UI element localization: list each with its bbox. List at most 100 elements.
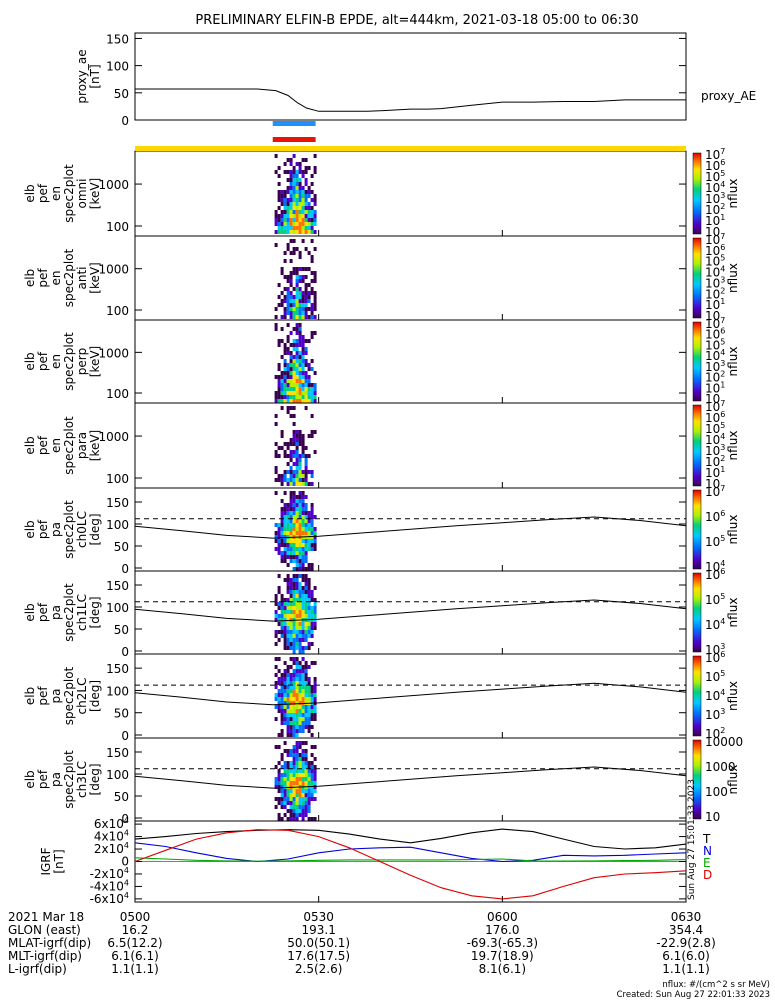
- heatmap-cell: [274, 535, 278, 539]
- heatmap-cell: [274, 634, 278, 638]
- heatmap-cell: [280, 793, 284, 797]
- heatmap-cell: [283, 375, 287, 379]
- heatmap-cell: [295, 745, 299, 749]
- colorbar-tick-label: 106: [705, 509, 725, 524]
- heatmap-cell: [295, 399, 299, 403]
- heatmap-cell: [283, 669, 287, 673]
- heatmap-cell: [277, 777, 281, 781]
- heatmap-cell: [292, 753, 296, 757]
- colorbar-tick-label: 101: [705, 213, 725, 228]
- heatmap-cell: [292, 182, 296, 186]
- heatmap-cell: [292, 206, 296, 210]
- heatmap-cell: [283, 371, 287, 375]
- heatmap-cell: [298, 359, 302, 363]
- heatmap-cell: [289, 685, 293, 689]
- heatmap-cell: [292, 383, 296, 387]
- heatmap-cell: [286, 446, 290, 450]
- heatmap-cell: [295, 669, 299, 673]
- heatmap-cell: [298, 503, 302, 507]
- heatmap-cell: [295, 717, 299, 721]
- heatmap-cell: [292, 202, 296, 206]
- colorbar: [692, 655, 702, 737]
- heatmap-cell: [280, 606, 284, 610]
- heatmap-cell: [283, 749, 287, 753]
- heatmap-cell: [280, 817, 284, 821]
- heatmap-cell: [301, 399, 305, 403]
- colorbar: [692, 739, 702, 820]
- heatmap-cell: [280, 230, 284, 234]
- heatmap-cell: [277, 709, 281, 713]
- heatmap-cell: [289, 218, 293, 222]
- heatmap-cell: [304, 753, 308, 757]
- heatmap-cell: [298, 279, 302, 283]
- heatmap-cell: [274, 243, 278, 247]
- heatmap-cell: [286, 769, 290, 773]
- heatmap-cell: [298, 307, 302, 311]
- heatmap-cell: [295, 761, 299, 765]
- heatmap-cell: [298, 515, 302, 519]
- igrf-series-N: [134, 842, 687, 863]
- heatmap-cell: [289, 222, 293, 226]
- heatmap-cell: [304, 531, 308, 535]
- heatmap-cell: [283, 478, 287, 482]
- heatmap-cell: [304, 495, 308, 499]
- heatmap-cell: [298, 383, 302, 387]
- heatmap-cell: [289, 523, 293, 527]
- heatmap-cell: [304, 709, 308, 713]
- heatmap-cell: [307, 729, 311, 733]
- heatmap-cell: [298, 295, 302, 299]
- heatmap-cell: [295, 230, 299, 234]
- heatmap-cell: [295, 206, 299, 210]
- heatmap-cell: [301, 781, 305, 785]
- heatmap-cell: [286, 586, 290, 590]
- heatmap-cell: [304, 777, 308, 781]
- heatmap-cell: [292, 717, 296, 721]
- heatmap-cell: [304, 347, 308, 351]
- heatmap-cell: [280, 202, 284, 206]
- heatmap-cell: [307, 222, 311, 226]
- heatmap-cell: [304, 801, 308, 805]
- heatmap-cell: [277, 638, 281, 642]
- legend-E: E: [703, 856, 711, 870]
- heatmap-cell: [310, 271, 314, 275]
- heatmap-cell: [274, 422, 278, 426]
- igrf-series-E: [134, 857, 687, 862]
- heatmap-cell: [283, 315, 287, 319]
- row-label: L-igrf(dip): [8, 962, 67, 976]
- heatmap-cell: [289, 495, 293, 499]
- colorbar: [692, 572, 702, 653]
- colorbar-tick-label: 107: [705, 147, 725, 162]
- heatmap-cell: [286, 198, 290, 202]
- heatmap-cell: [298, 574, 302, 578]
- heatmap-cell: [298, 685, 302, 689]
- heatmap-cell: [286, 626, 290, 630]
- heatmap-cell: [295, 741, 299, 745]
- heatmap-cell: [295, 303, 299, 307]
- heatmap-cell: [280, 499, 284, 503]
- heatmap-cell: [292, 523, 296, 527]
- heatmap-cell: [280, 406, 284, 410]
- heatmap-cell: [304, 606, 308, 610]
- heatmap-cell: [295, 789, 299, 793]
- heatmap-cell: [292, 210, 296, 214]
- heatmap-cell: [283, 383, 287, 387]
- heatmap-cell: [292, 721, 296, 725]
- heatmap-cell: [301, 307, 305, 311]
- heatmap-cell: [310, 713, 314, 717]
- heatmap-cell: [307, 210, 311, 214]
- heatmap-cell: [292, 598, 296, 602]
- heatmap-cell: [283, 531, 287, 535]
- heatmap-cell: [292, 190, 296, 194]
- heatmap-cell: [286, 646, 290, 650]
- heatmap-cell: [304, 503, 308, 507]
- heatmap-cell: [283, 194, 287, 198]
- heatmap-cell: [295, 226, 299, 230]
- heatmap-cell: [307, 470, 311, 474]
- colorbar-tick-label: 10: [705, 477, 720, 491]
- heatmap-cell: [277, 547, 281, 551]
- heatmap-cell: [307, 206, 311, 210]
- heatmap-cell: [310, 610, 314, 614]
- heatmap-cell: [289, 371, 293, 375]
- heatmap-cell: [304, 697, 308, 701]
- heatmap-cell: [283, 391, 287, 395]
